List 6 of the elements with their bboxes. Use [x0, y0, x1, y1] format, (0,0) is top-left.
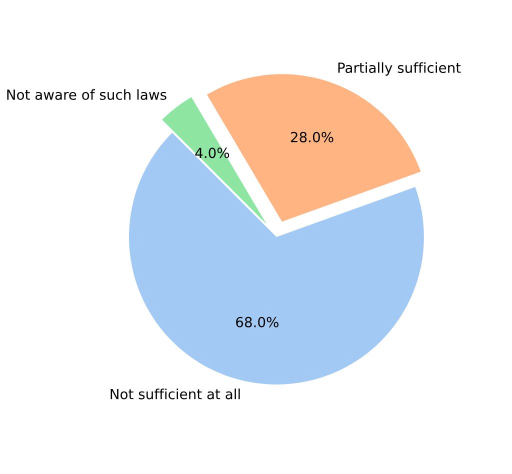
data-label: 28.0%	[290, 132, 334, 142]
data-label: 4.0%	[195, 148, 230, 158]
data-label: 68.0%	[236, 316, 278, 328]
slice-label: Not sufficient at all	[110, 388, 240, 400]
slice-label: Not aware of such laws	[7, 89, 166, 100]
slice-label: Partially sufficient	[338, 62, 461, 76]
